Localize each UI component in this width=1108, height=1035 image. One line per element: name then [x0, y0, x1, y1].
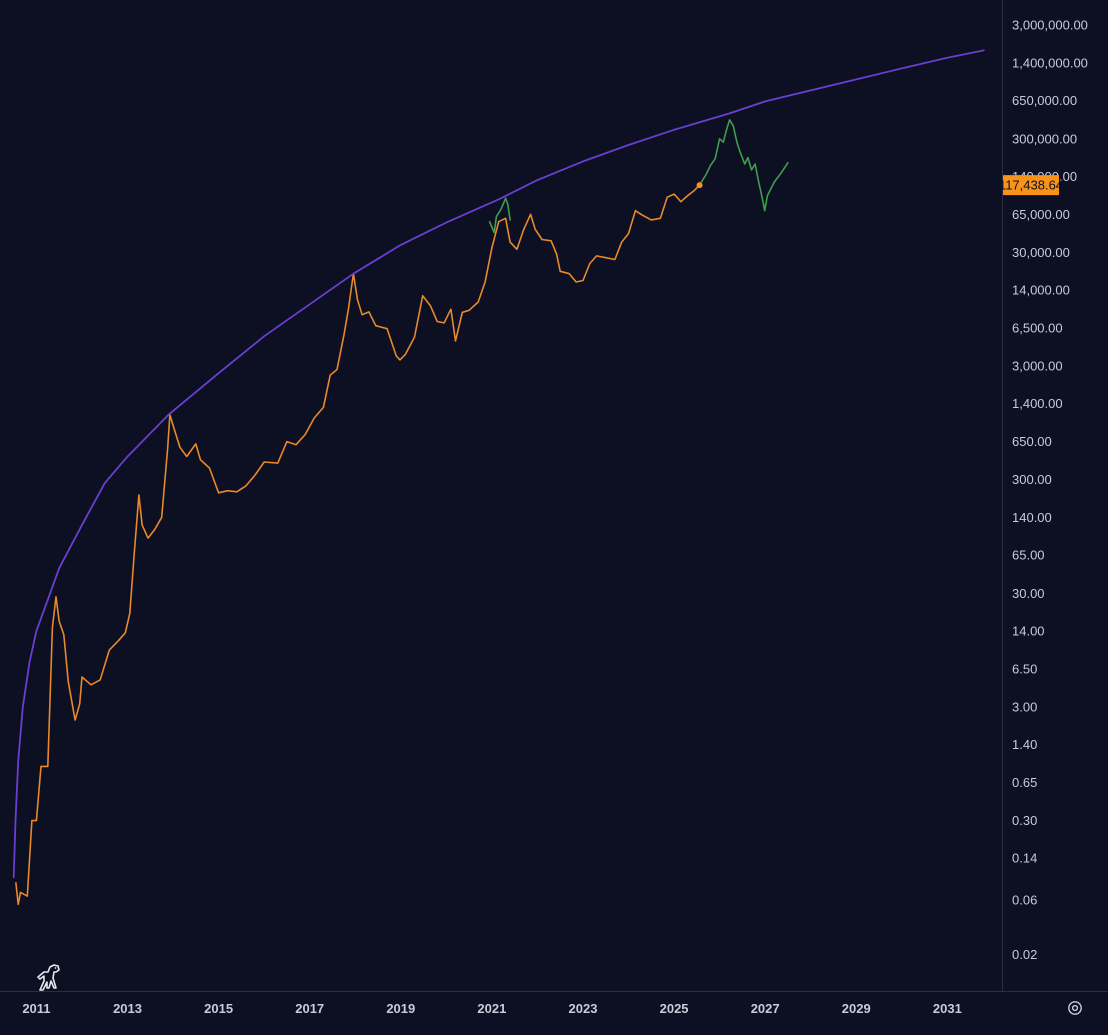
x-tick-label: 2027 — [751, 1001, 780, 1016]
y-tick-label: 140.00 — [1012, 510, 1052, 525]
y-tick-label: 30.00 — [1012, 586, 1045, 601]
x-tick-label: 2029 — [842, 1001, 871, 1016]
series-line-4 — [12, 49, 985, 879]
current-price-dot — [696, 182, 703, 189]
price-axis[interactable]: 3,000,000.00 1,400,000.00 650,000.00 300,00… — [1012, 18, 1088, 962]
y-tick-label: 0.30 — [1012, 813, 1037, 828]
x-tick-label: 2031 — [933, 1001, 962, 1016]
y-tick-label: 14,000.00 — [1012, 283, 1070, 298]
y-tick-label: 1,400.00 — [1012, 396, 1063, 411]
y-tick-label: 650,000.00 — [1012, 93, 1077, 108]
y-tick-label: 14.00 — [1012, 623, 1045, 638]
current-price-label: 117,438.64 — [999, 178, 1063, 193]
y-tick-label: 30,000.00 — [1012, 245, 1070, 260]
y-tick-label: 0.14 — [1012, 851, 1037, 866]
y-tick-label: 0.65 — [1012, 775, 1037, 790]
y-tick-label: 6,500.00 — [1012, 320, 1063, 335]
dinosaur-icon[interactable] — [37, 964, 60, 991]
y-tick-label: 65.00 — [1012, 548, 1045, 563]
series-line-3 — [700, 119, 789, 212]
y-tick-label: 0.02 — [1012, 947, 1037, 962]
series-layer — [12, 49, 985, 906]
y-tick-label: 1,400,000.00 — [1012, 55, 1088, 70]
y-tick-label: 300.00 — [1012, 472, 1052, 487]
series-line-2 — [488, 197, 511, 234]
y-tick-label: 3,000,000.00 — [1012, 18, 1088, 33]
x-tick-label: 2017 — [295, 1001, 324, 1016]
y-tick-label: 1.40 — [1012, 737, 1037, 752]
current-price-tag: 117,438.64 — [999, 175, 1063, 196]
y-tick-label: 650.00 — [1012, 434, 1052, 449]
x-tick-label: 2013 — [113, 1001, 142, 1016]
gear-icon[interactable] — [1068, 1001, 1082, 1015]
y-tick-label: 300,000.00 — [1012, 131, 1077, 146]
current-price-tag-bg — [1003, 175, 1059, 196]
series-line-1 — [15, 184, 701, 906]
y-tick-label: 0.06 — [1012, 893, 1037, 908]
x-tick-label: 2023 — [569, 1001, 598, 1016]
y-tick-label: 3.00 — [1012, 699, 1037, 714]
x-tick-label: 2019 — [386, 1001, 415, 1016]
time-axis[interactable]: 2011 2013 2015 2017 2019 2021 2023 2025 2027 2029… — [22, 1001, 961, 1016]
y-tick-label: 65,000.00 — [1012, 207, 1070, 222]
x-tick-label: 2011 — [22, 1001, 50, 1016]
y-tick-label: 3,000.00 — [1012, 359, 1063, 374]
y-tick-label: 6.50 — [1012, 661, 1037, 676]
x-tick-label: 2025 — [660, 1001, 689, 1016]
x-tick-label: 2015 — [204, 1001, 233, 1016]
x-tick-label: 2021 — [477, 1001, 506, 1016]
